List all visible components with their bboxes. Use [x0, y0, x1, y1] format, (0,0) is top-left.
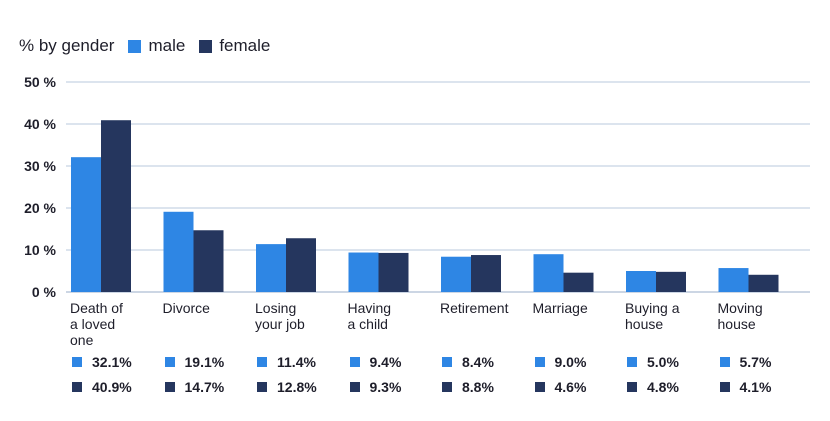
- data-label-text: 11.4%: [277, 354, 316, 370]
- legend-swatch-male: [128, 39, 142, 53]
- data-label-swatch: [534, 357, 545, 367]
- x-tick-label: Moving house: [717, 300, 763, 332]
- data-label-male: 8.4%: [442, 354, 494, 370]
- bar-female: [101, 120, 131, 292]
- legend-item-female: female: [199, 36, 270, 56]
- data-label-swatch: [349, 382, 360, 392]
- data-label-female: 4.1%: [719, 379, 772, 395]
- data-label-text: 12.8%: [277, 379, 317, 395]
- data-label-female: 40.9%: [72, 379, 132, 395]
- data-label-male: 9.4%: [349, 354, 402, 370]
- legend-label-male: male: [148, 36, 186, 55]
- x-tick-label: Death of a loved one: [70, 300, 123, 348]
- y-tick-label: 40 %: [24, 116, 56, 132]
- y-tick-label: 0 %: [32, 284, 57, 300]
- bar-male: [163, 211, 194, 292]
- data-label-male: 32.1%: [72, 354, 132, 370]
- data-label-swatch: [164, 382, 175, 392]
- bar-male: [626, 271, 656, 292]
- data-label-swatch: [627, 382, 637, 392]
- legend-title: % by gender: [19, 36, 115, 55]
- data-label-female: 4.6%: [534, 379, 587, 395]
- data-label-swatch: [719, 382, 730, 392]
- data-label-text: 9.3%: [369, 379, 402, 395]
- bar-female: [471, 255, 501, 292]
- bar-female: [656, 271, 686, 292]
- data-label-swatch: [627, 357, 637, 367]
- data-label-text: 4.1%: [739, 379, 772, 395]
- data-label-text: 5.7%: [739, 354, 772, 370]
- x-tick-label: Retirement: [440, 300, 509, 316]
- data-label-female: 14.7%: [164, 379, 225, 395]
- x-tick-label: Losing your job: [255, 300, 305, 332]
- legend: % by gender male female: [19, 36, 284, 56]
- data-label-text: 19.1%: [184, 354, 225, 370]
- data-label-swatch: [164, 357, 175, 367]
- x-tick-label: Marriage: [532, 300, 588, 316]
- x-tick-label: Having a child: [347, 300, 392, 332]
- x-tick-label: Buying a house: [625, 300, 680, 332]
- data-label-swatch: [534, 382, 545, 392]
- data-label-text: 4.6%: [554, 379, 587, 395]
- bar-male: [71, 157, 101, 292]
- data-label-swatch: [72, 382, 82, 392]
- data-label-swatch: [442, 382, 452, 392]
- data-label-text: 8.8%: [462, 379, 494, 395]
- y-tick-label: 50 %: [24, 74, 56, 90]
- data-label-female: 12.8%: [257, 379, 317, 395]
- bar-male: [533, 254, 564, 292]
- data-label-swatch: [719, 357, 730, 367]
- data-label-female: 4.8%: [627, 379, 679, 395]
- data-label-swatch: [349, 357, 360, 367]
- data-label-swatch: [442, 357, 452, 367]
- data-label-swatch: [257, 382, 267, 392]
- y-tick-label: 30 %: [24, 158, 56, 174]
- data-label-male: 9.0%: [534, 354, 587, 370]
- data-label-swatch: [72, 357, 82, 367]
- bar-female: [193, 230, 224, 292]
- y-tick-label: 10 %: [24, 242, 56, 258]
- bar-male: [256, 244, 286, 292]
- data-label-text: 9.4%: [369, 354, 402, 370]
- data-label-text: 14.7%: [184, 379, 225, 395]
- data-label-female: 8.8%: [442, 379, 494, 395]
- bar-male: [441, 256, 471, 292]
- y-tick-label: 20 %: [24, 200, 56, 216]
- data-label-text: 8.4%: [462, 354, 494, 370]
- bar-female: [563, 272, 594, 292]
- bar-female: [378, 252, 409, 292]
- data-label-female: 9.3%: [349, 379, 402, 395]
- bar-male: [718, 268, 749, 292]
- data-label-text: 9.0%: [554, 354, 587, 370]
- bar-male: [348, 252, 379, 292]
- data-label-swatch: [257, 357, 267, 367]
- data-label-text: 32.1%: [92, 354, 132, 370]
- data-label-text: 4.8%: [647, 379, 679, 395]
- x-tick-label: Divorce: [162, 300, 210, 316]
- data-label-male: 11.4%: [257, 354, 316, 370]
- legend-item-male: male: [128, 36, 185, 56]
- legend-swatch-female: [199, 39, 213, 53]
- data-label-male: 5.7%: [719, 354, 772, 370]
- data-label-male: 5.0%: [627, 354, 679, 370]
- legend-label-female: female: [219, 36, 271, 55]
- bar-female: [286, 238, 316, 292]
- data-label-text: 40.9%: [92, 379, 132, 395]
- bar-female: [748, 274, 779, 292]
- data-label-male: 19.1%: [164, 354, 225, 370]
- data-label-text: 5.0%: [647, 354, 679, 370]
